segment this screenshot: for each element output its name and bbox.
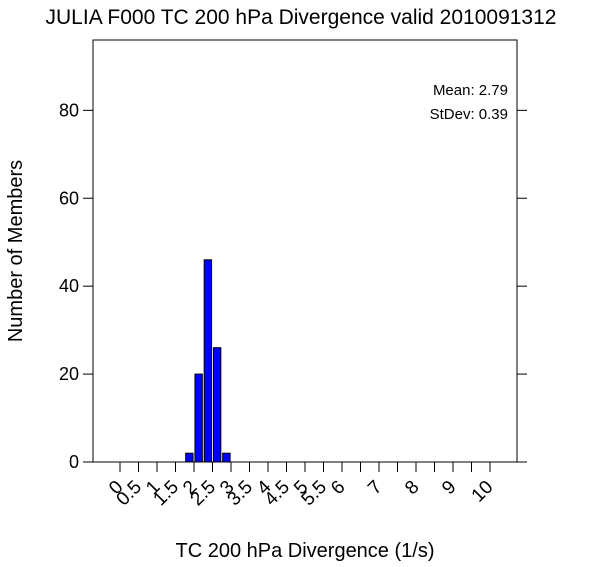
x-tick-label: 10 [468,477,498,507]
histogram-bar [185,452,194,463]
x-tick-label: 9 [438,477,460,499]
x-axis-label: TC 200 hPa Divergence (1/s) [175,540,434,562]
x-axis: 00.511.522.533.544.555.56 7 8 9 10 [105,462,498,510]
mean-label: Mean: 2.79 [433,82,508,99]
histogram-bar [194,373,203,463]
y-tick-label: 80 [59,100,79,120]
stdev-label: StDev: 0.39 [430,106,508,123]
histogram-bar [222,452,231,463]
y-tick-label: 20 [59,364,79,384]
x-tick-label: 6 [327,477,349,499]
bars-group [185,259,231,463]
y-axis: 0 20 40 60 80 [59,100,527,472]
histogram-bar [203,259,213,463]
y-tick-label: 60 [59,188,79,208]
histogram-bar [212,347,222,463]
x-tick-label: 7 [364,477,386,499]
y-tick-label: 40 [59,276,79,296]
x-tick-label: 8 [401,477,423,499]
y-axis-label: Number of Members [5,160,27,342]
y-tick-label: 0 [69,452,79,472]
plot-frame [92,39,518,463]
chart-title: JULIA F000 TC 200 hPa Divergence valid 2… [46,6,557,29]
